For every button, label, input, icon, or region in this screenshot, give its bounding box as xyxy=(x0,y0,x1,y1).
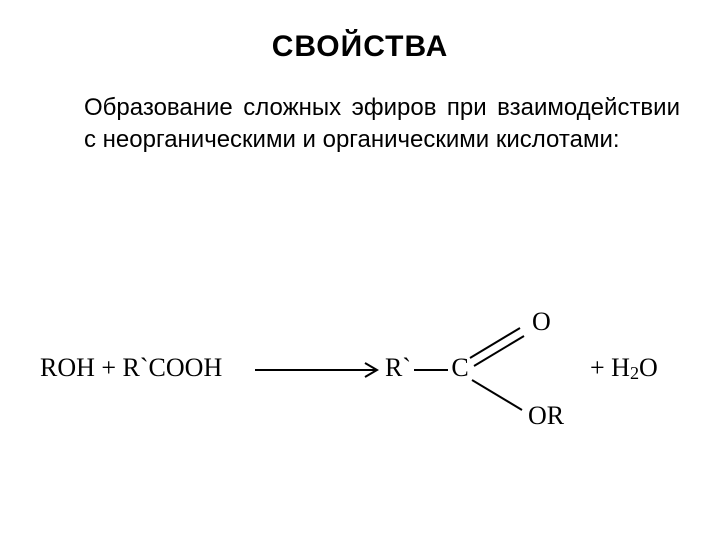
slide-body: Образование сложных эфиров при взаимодей… xyxy=(40,92,680,157)
bullet-item: Образование сложных эфиров при взаимодей… xyxy=(40,92,680,157)
reaction-svg: ROH + R`COOH R` R` C O OR xyxy=(0,300,720,440)
product-c: C xyxy=(451,353,468,382)
product-o: O xyxy=(532,307,551,336)
product-or: OR xyxy=(528,401,565,430)
slide-title: СВОЙСТВА xyxy=(40,30,680,64)
product-r-prime: R` xyxy=(385,353,411,382)
reaction-arrow-icon xyxy=(255,363,377,377)
plus-water: + H2O xyxy=(590,353,658,383)
bullet-text: Образование сложных эфиров при взаимодей… xyxy=(84,92,680,157)
o-final: O xyxy=(639,353,658,382)
bond-c-or xyxy=(472,380,522,410)
reactants-text: ROH + R`COOH xyxy=(40,353,222,382)
plus-h: + H xyxy=(590,353,630,382)
byproduct-text: + H2O xyxy=(590,353,658,383)
sub-2: 2 xyxy=(630,363,639,383)
reaction-diagram: ROH + R`COOH R` R` C O OR xyxy=(0,300,720,445)
reactant-lhs: ROH + R`COOH xyxy=(40,353,222,382)
slide: СВОЙСТВА Образование сложных эфиров при … xyxy=(0,0,720,540)
product-structure: R` R` C O OR xyxy=(348,307,565,430)
